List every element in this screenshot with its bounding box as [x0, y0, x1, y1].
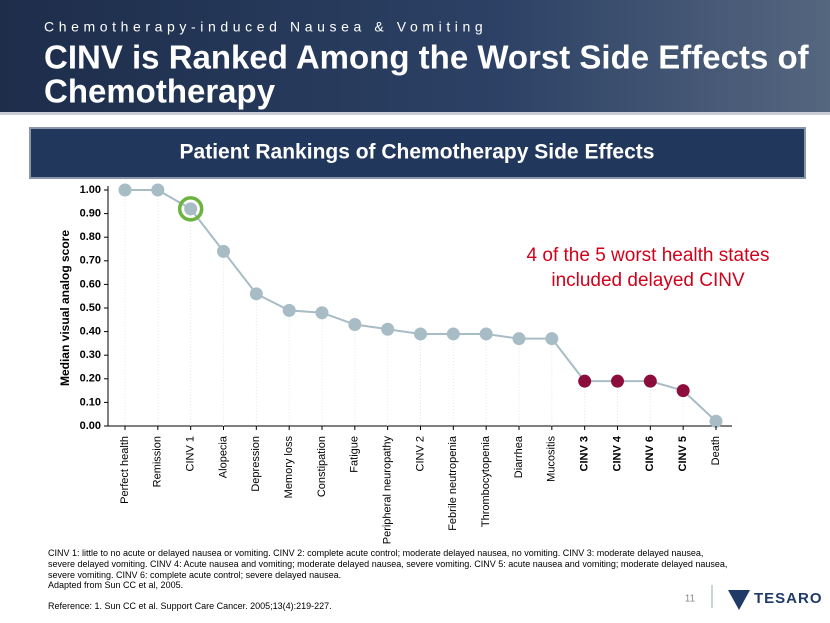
y-tick-label: 0.30 — [80, 349, 101, 361]
x-tick-label: Peripheral neuropathy — [382, 436, 394, 545]
data-point — [217, 244, 230, 258]
y-tick-label: 0.20 — [80, 373, 101, 385]
chart-title-box — [29, 127, 806, 179]
data-point — [282, 303, 296, 317]
x-tick-label: CINV 6 — [644, 436, 656, 471]
y-axis-label: Median visual analog score — [58, 230, 72, 386]
data-point — [348, 318, 362, 332]
x-tick-label: Diarrhea — [513, 435, 525, 478]
y-tick-label: 0.50 — [80, 302, 101, 314]
x-tick-label: CINV 1 — [185, 436, 197, 471]
slide-title: CINV is Ranked Among the Worst Side Effe… — [44, 39, 810, 76]
x-tick-label: Thrombocytopenia — [480, 435, 492, 527]
y-tick-label: 0.90 — [80, 208, 101, 220]
data-point — [512, 332, 526, 346]
x-tick-label: Fatigue — [349, 436, 361, 473]
data-point — [151, 183, 165, 197]
x-tick-label: Febrile neutropenia — [447, 435, 459, 531]
annotation: included delayed CINV — [551, 270, 745, 291]
header-rule — [0, 112, 830, 115]
y-tick-label: 1.00 — [80, 184, 101, 196]
reference: Reference: 1. Sun CC et al. Support Care… — [48, 601, 332, 611]
highlight-ring — [177, 196, 204, 222]
data-point — [545, 332, 559, 346]
data-point — [578, 374, 592, 388]
y-tick-label: 0.80 — [80, 231, 101, 243]
y-tick-label: 0.00 — [80, 420, 101, 432]
data-point — [118, 183, 132, 197]
chart-title: Patient Rankings of Chemotherapy Side Ef… — [180, 141, 655, 164]
data-point — [611, 374, 624, 388]
header-band — [0, 0, 830, 112]
y-tick-label: 0.40 — [80, 326, 101, 338]
data-point — [184, 202, 198, 216]
y-tick-label: 0.70 — [80, 255, 101, 267]
logo-mark — [728, 590, 750, 610]
data-point — [249, 287, 263, 301]
x-tick-label: Perfect health — [119, 436, 131, 504]
series-line — [125, 189, 717, 423]
slide-subtitle: Chemotherapy-induced Nausea & Vomiting — [44, 19, 487, 35]
data-point — [414, 327, 427, 341]
page-number: 11 — [685, 594, 696, 605]
x-tick-label: Death — [710, 436, 722, 465]
x-tick-label: Remission — [152, 436, 164, 487]
data-point — [315, 306, 329, 320]
x-tick-label: Constipation — [316, 436, 328, 497]
y-tick-label: 0.10 — [80, 396, 101, 408]
slide-title: Chemotherapy — [44, 73, 276, 110]
x-tick-label: Depression — [250, 436, 262, 492]
data-point — [446, 327, 460, 341]
x-tick-label: CINV 3 — [579, 436, 591, 471]
data-point — [479, 327, 493, 341]
x-tick-label: Mucositis — [546, 436, 558, 482]
source-note: Adapted from Sun CC et al, 2005. — [48, 580, 184, 590]
data-point — [709, 414, 723, 428]
data-point — [676, 384, 690, 398]
data-point — [643, 374, 657, 388]
data-point — [381, 322, 395, 336]
x-tick-label: CINV 4 — [611, 435, 623, 471]
logo: TESARO — [754, 590, 823, 607]
x-tick-label: Alopecia — [217, 435, 229, 478]
annotation: 4 of the 5 worst health states — [527, 245, 770, 266]
footnote: CINV 1: little to no acute or delayed na… — [48, 548, 728, 580]
y-tick-label: 0.60 — [80, 278, 101, 290]
x-tick-label: Memory loss — [283, 436, 295, 499]
x-tick-label: CINV 2 — [414, 436, 426, 471]
x-tick-label: CINV 5 — [677, 436, 689, 471]
